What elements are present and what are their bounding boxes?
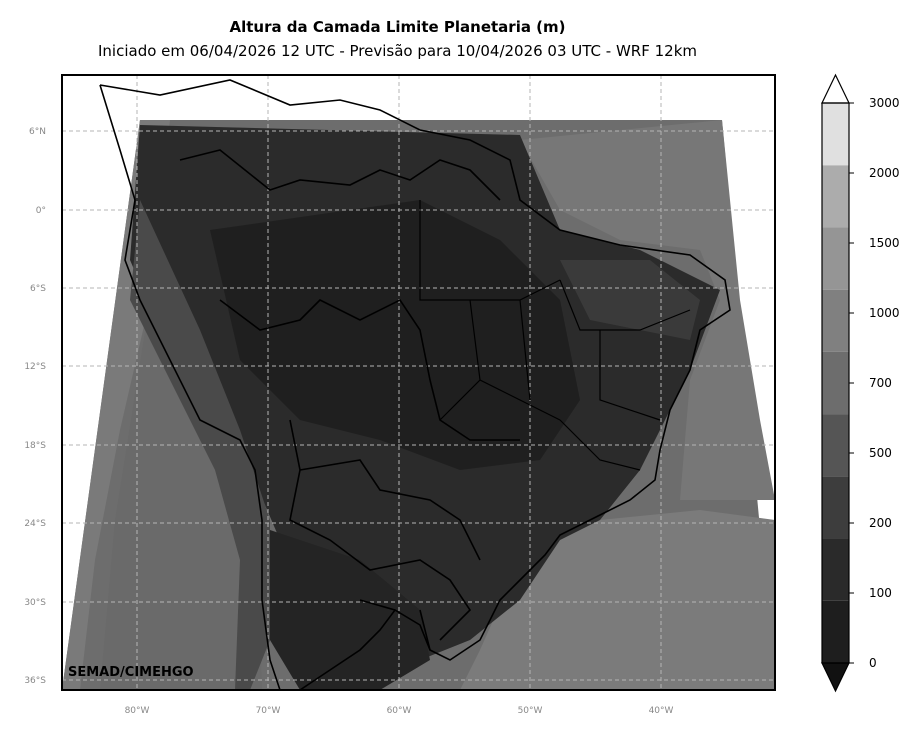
pacific-coastline: [99, 84, 281, 690]
map-frame: [61, 74, 776, 691]
colorbar-tick-label-7: 2000: [869, 166, 900, 180]
lon-tick-labels: 80°W 70°W 60°W 50°W 40°W: [125, 706, 674, 716]
south-america-coastline: [99, 79, 731, 690]
lon-tick-80w: 80°W: [125, 706, 150, 716]
amazon-darkest-field: [210, 200, 580, 470]
credit-label: SEMAD/CIMEHGO: [68, 665, 194, 680]
lat-tick-24s: 24°S: [24, 519, 46, 529]
ocean-atlantic-east: [520, 120, 775, 500]
colorbar-segment-0: [822, 600, 849, 663]
lat-tick-labels: 6°N 0° 6°S 12°S 18°S 24°S 30°S 36°S: [24, 127, 46, 686]
brazil-northern-border: [179, 149, 501, 201]
lat-tick-18s: 18°S: [24, 441, 46, 451]
map-subtitle: Iniciado em 06/04/2026 12 UTC - Previsão…: [97, 42, 698, 60]
colorbar-segment-7: [822, 165, 849, 228]
lat-tick-6s: 6°S: [30, 284, 46, 294]
coastlines-borders: [99, 79, 731, 690]
colorbar-extend-min: [821, 662, 850, 693]
colorbar-segment-2: [822, 476, 849, 539]
uruguay-argentina-border: [359, 599, 431, 651]
lon-tick-40w: 40°W: [649, 706, 674, 716]
lon-tick-50w: 50°W: [518, 706, 543, 716]
colorbar-extend-max: [821, 73, 850, 104]
brazil-border-south: [289, 419, 472, 641]
map-title: Altura da Camada Limite Planetaria (m): [229, 18, 566, 36]
colorbar-segment-1: [822, 538, 849, 601]
brazil-states: [419, 200, 691, 471]
colorbar-tick-label-0: 0: [869, 656, 877, 670]
map-panel: [62, 75, 775, 690]
lat-tick-12s: 12°S: [24, 362, 46, 372]
lat-tick-30s: 30°S: [24, 598, 46, 608]
colorbar-tick-label-2: 200: [869, 516, 892, 530]
colorbar-tick-label-1: 100: [869, 586, 892, 600]
lat-tick-6n: 6°N: [29, 127, 46, 137]
colorbar-segment-4: [822, 351, 849, 415]
colorbar-segment-8: [822, 103, 849, 166]
colorbar: 0 100 200 500 700 1000 1500 2000 3000: [821, 73, 900, 693]
lat-tick-36s: 36°S: [24, 676, 46, 686]
lon-tick-60w: 60°W: [387, 706, 412, 716]
graticule: [62, 75, 775, 690]
colorbar-tick-label-6: 1500: [869, 236, 900, 250]
colorbar-tick-label-3: 500: [869, 446, 892, 460]
lon-tick-70w: 70°W: [256, 706, 281, 716]
lat-tick-0: 0°: [36, 206, 46, 216]
bolivia-paraguay-border: [299, 459, 481, 561]
ocean-pacific-inner: [100, 300, 262, 690]
colorbar-segment-6: [822, 227, 849, 290]
colorbar-segment-5: [822, 289, 849, 352]
colorbar-tick-label-8: 3000: [869, 96, 900, 110]
colorbar-segment-3: [822, 414, 849, 477]
andes-mid-field: [130, 200, 270, 690]
brazil-border-west: [219, 298, 520, 441]
colorbar-tick-label-5: 1000: [869, 306, 900, 320]
colorbar-tick-label-4: 700: [869, 376, 892, 390]
south-dark-field: [270, 530, 430, 690]
